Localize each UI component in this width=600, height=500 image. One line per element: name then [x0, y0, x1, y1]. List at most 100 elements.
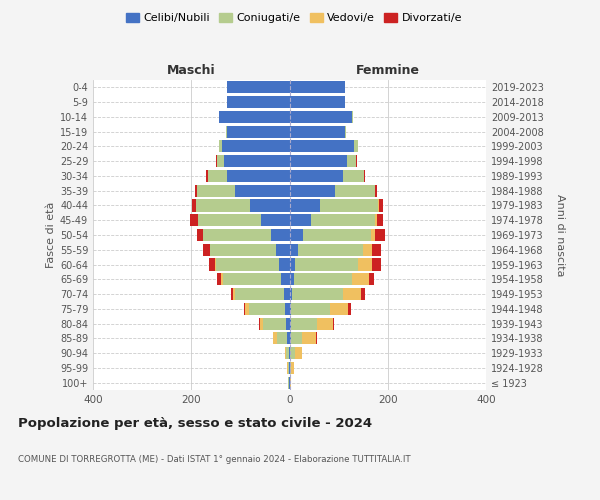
Bar	[376, 214, 377, 226]
Bar	[250, 200, 290, 211]
Bar	[368, 273, 374, 285]
Bar	[290, 155, 347, 167]
Bar	[317, 318, 333, 330]
Bar	[343, 170, 364, 182]
Bar	[287, 362, 289, 374]
Bar	[303, 229, 371, 241]
Bar	[216, 258, 278, 270]
Bar	[376, 184, 377, 197]
Bar	[276, 244, 290, 256]
Bar	[290, 200, 320, 211]
Bar	[372, 258, 381, 270]
Bar	[371, 229, 376, 241]
Bar	[291, 332, 302, 344]
Bar	[227, 96, 290, 108]
Bar	[286, 318, 290, 330]
Bar	[227, 126, 290, 138]
Bar	[289, 376, 290, 388]
Bar	[343, 288, 361, 300]
Bar	[227, 170, 290, 182]
Bar	[290, 140, 355, 152]
Bar	[277, 332, 287, 344]
Bar	[273, 332, 277, 344]
Bar	[292, 318, 317, 330]
Bar	[263, 318, 286, 330]
Bar	[295, 273, 352, 285]
Bar	[203, 244, 210, 256]
Bar	[219, 140, 222, 152]
Bar	[261, 214, 290, 226]
Y-axis label: Fasce di età: Fasce di età	[46, 202, 56, 268]
Bar	[208, 170, 227, 182]
Bar	[196, 200, 250, 211]
Bar	[290, 318, 292, 330]
Bar	[349, 303, 351, 315]
Bar	[290, 244, 298, 256]
Bar	[363, 244, 372, 256]
Bar	[372, 244, 382, 256]
Bar	[302, 332, 316, 344]
Bar	[249, 303, 284, 315]
Bar	[235, 288, 284, 300]
Bar	[227, 82, 290, 94]
Bar	[289, 347, 290, 359]
Bar	[311, 214, 376, 226]
Bar	[284, 288, 290, 300]
Legend: Celibi/Nubili, Coniugati/e, Vedovi/e, Divorzati/e: Celibi/Nubili, Coniugati/e, Vedovi/e, Di…	[121, 8, 467, 28]
Bar	[290, 229, 303, 241]
Bar	[260, 318, 263, 330]
Bar	[358, 258, 372, 270]
Bar	[290, 170, 343, 182]
Bar	[235, 184, 290, 197]
Bar	[290, 303, 292, 315]
Bar	[221, 273, 223, 285]
Bar	[330, 303, 349, 315]
Bar	[290, 214, 311, 226]
Bar	[290, 332, 291, 344]
Bar	[290, 82, 344, 94]
Bar	[192, 200, 196, 211]
Bar	[298, 244, 363, 256]
Bar	[245, 303, 249, 315]
Bar	[284, 347, 286, 359]
Bar	[211, 244, 276, 256]
Bar	[197, 184, 235, 197]
Bar	[290, 273, 295, 285]
Text: COMUNE DI TORREGROTTA (ME) - Dati ISTAT 1° gennaio 2024 - Elaborazione TUTTITALI: COMUNE DI TORREGROTTA (ME) - Dati ISTAT …	[18, 455, 410, 464]
Bar	[347, 155, 356, 167]
Bar	[290, 288, 292, 300]
Bar	[206, 170, 208, 182]
Bar	[364, 170, 365, 182]
Bar	[352, 273, 368, 285]
Bar	[290, 184, 335, 197]
Bar	[197, 229, 203, 241]
Bar	[355, 140, 358, 152]
Bar	[289, 362, 290, 374]
Bar	[292, 362, 294, 374]
Bar	[209, 258, 215, 270]
Bar	[215, 258, 216, 270]
Bar	[361, 288, 365, 300]
Bar	[290, 362, 292, 374]
Bar	[233, 288, 235, 300]
Bar	[290, 258, 295, 270]
Bar	[223, 273, 281, 285]
Bar	[292, 303, 330, 315]
Y-axis label: Anni di nascita: Anni di nascita	[555, 194, 565, 276]
Text: Popolazione per età, sesso e stato civile - 2024: Popolazione per età, sesso e stato civil…	[18, 418, 372, 430]
Bar	[286, 347, 289, 359]
Bar	[290, 111, 352, 123]
Bar	[198, 214, 261, 226]
Bar	[203, 229, 271, 241]
Bar	[281, 273, 290, 285]
Bar	[217, 155, 224, 167]
Bar	[226, 126, 227, 138]
Bar	[287, 332, 290, 344]
Bar	[244, 303, 245, 315]
Text: Maschi: Maschi	[167, 64, 215, 78]
Bar	[259, 318, 260, 330]
Bar	[217, 273, 221, 285]
Bar	[344, 126, 346, 138]
Bar	[320, 200, 378, 211]
Bar	[292, 288, 343, 300]
